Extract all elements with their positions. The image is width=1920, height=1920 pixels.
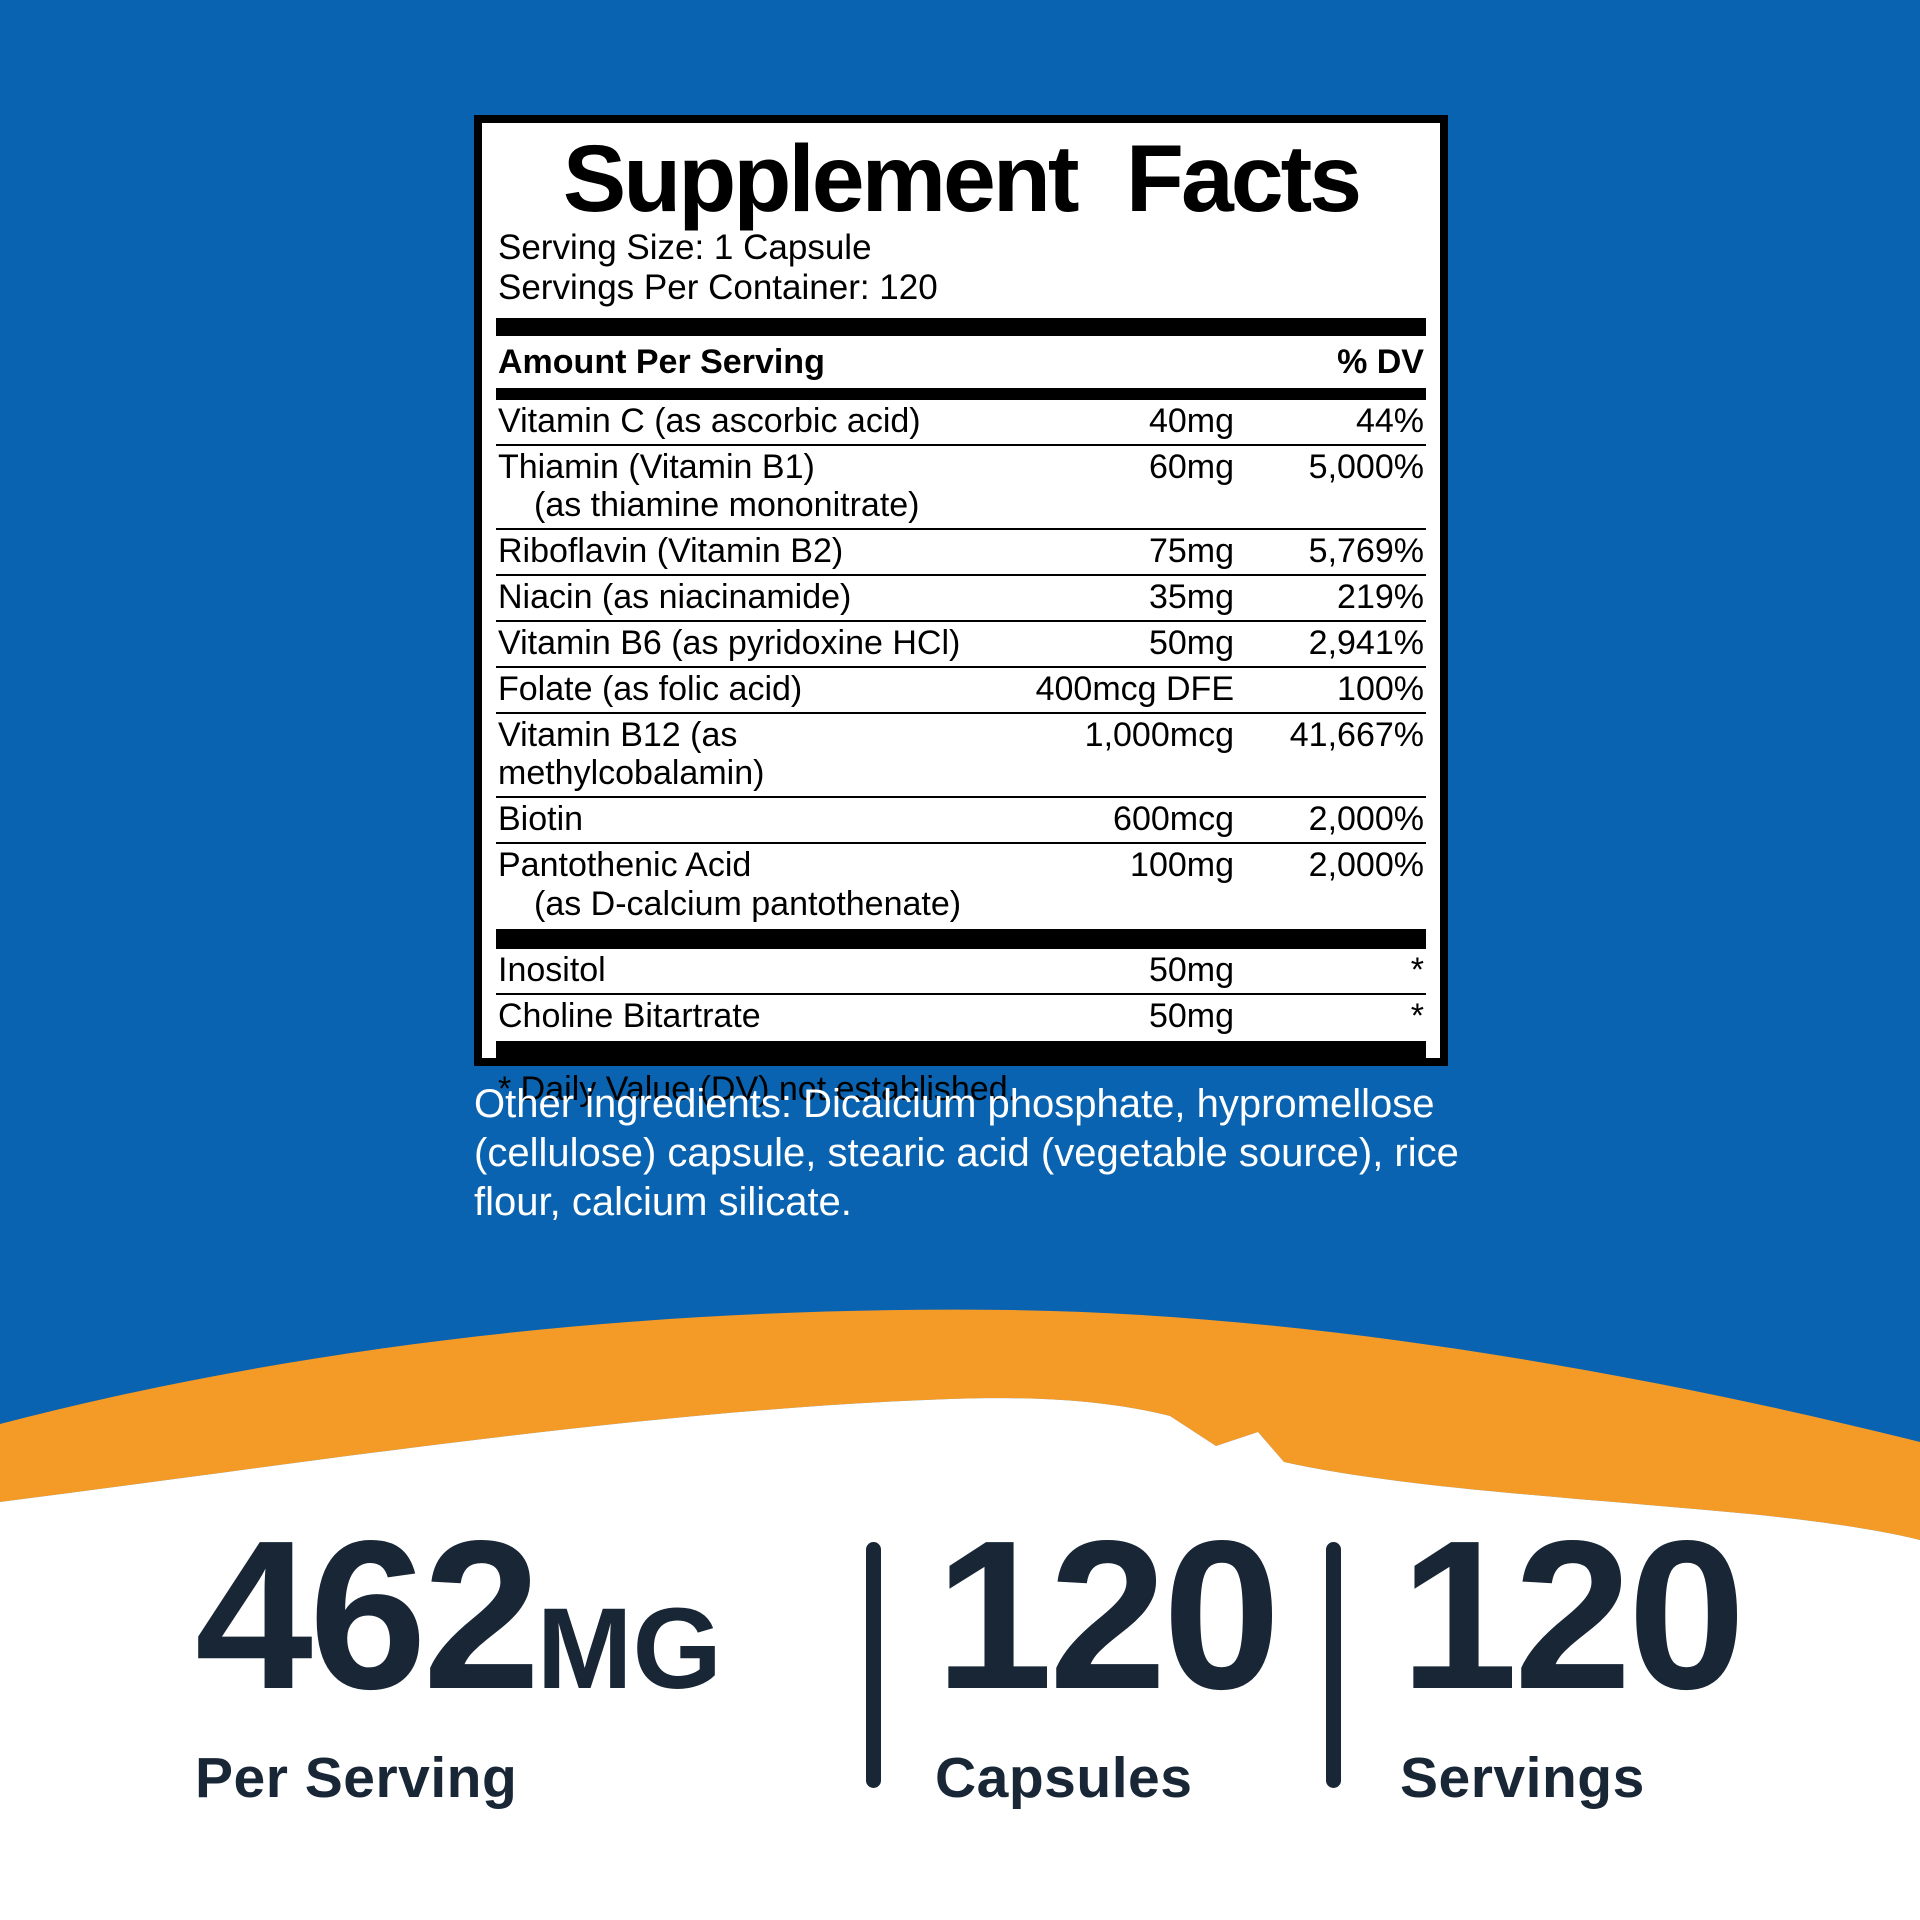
other-ingredients-line: flour, calcium silicate. [474, 1179, 852, 1224]
nutrient-dv: * [1410, 996, 1424, 1035]
nutrient-row: Inositol 50mg * [496, 949, 1426, 993]
nutrient-name: Vitamin B6 (as pyridoxine HCl) [498, 624, 961, 663]
white-footer-area [0, 1398, 1920, 1920]
nutrient-row: Biotin 600mcg 2,000% [496, 796, 1426, 842]
stat-capsules-value: 120 [935, 1509, 1281, 1721]
stat-value: 120 [935, 1496, 1281, 1733]
nutrient-name: Pantothenic Acid (as D-calcium pantothena… [498, 846, 979, 922]
nutrient-amount: 35mg [1148, 577, 1234, 616]
nutrient-amount: 50mg [1148, 996, 1234, 1035]
nutrient-name-sub: (as D-calcium pantothenate) [534, 884, 962, 923]
dv-footnote: * Daily Value (DV) not established. [498, 1069, 1018, 1108]
nutrient-name: Niacin (as niacinamide) [498, 577, 852, 616]
nutrient-dv: 2,000% [1308, 846, 1424, 885]
divider-bar-middle [496, 928, 1426, 949]
nutrient-amount: 50mg [1148, 950, 1234, 989]
stat-value: 120 [1400, 1496, 1746, 1733]
nutrient-dv: 44% [1355, 401, 1424, 440]
divider-bar-top [496, 317, 1426, 336]
nutrient-row: Riboflavin (Vitamin B2) 75mg 5,769% [496, 527, 1426, 574]
nutrient-row: Thiamin (Vitamin B1) (as thiamine mononit… [496, 443, 1426, 528]
nutrient-dv: * [1410, 950, 1424, 989]
amount-per-serving-header: Amount Per Serving [498, 342, 825, 381]
nutrient-dv: 41,667% [1289, 716, 1424, 755]
nutrient-row: Choline Bitartrate 50mg * [496, 992, 1426, 1039]
nutrient-row: Vitamin B6 (as pyridoxine HCl) 50mg 2,941% [496, 620, 1426, 666]
nutrient-amount: 40mg [1148, 401, 1234, 440]
nutrient-dv: 219% [1337, 577, 1424, 616]
other-ingredients-text: Other ingredients: Dicalcium phosphate, … [474, 1080, 1514, 1226]
nutrient-amount: 50mg [1148, 624, 1234, 663]
nutrient-name: Thiamin (Vitamin B1) (as thiamine mononit… [498, 448, 979, 524]
serving-size: Serving Size: 1 Capsule [498, 227, 872, 267]
stat-divider [1326, 1542, 1341, 1788]
nutrient-row: Vitamin B12 (as methylcobalamin) 1,000mcg… [496, 712, 1426, 796]
nutrient-amount: 600mcg [1113, 800, 1234, 839]
stat-capsules-label: Capsules [935, 1745, 1193, 1810]
nutrient-dv: 2,941% [1308, 624, 1424, 663]
stat-per-serving-value: 462MG [195, 1509, 722, 1721]
nutrient-name: Folate (as folic acid) [498, 670, 803, 709]
nutrient-dv: 2,000% [1308, 800, 1424, 839]
nutrient-amount: 60mg [1148, 447, 1234, 486]
nutrient-name: Choline Bitartrate [498, 996, 761, 1035]
stat-value: 462 [195, 1496, 541, 1733]
nutrient-row: Vitamin C (as ascorbic acid) 40mg 44% [496, 400, 1426, 444]
other-ingredients-line: (cellulose) capsule, stearic acid (veget… [474, 1130, 1459, 1175]
stat-per-serving: 462MG Per Serving [195, 1509, 722, 1811]
stat-servings-label: Servings [1400, 1745, 1645, 1810]
nutrient-row: Pantothenic Acid (as D-calcium pantothena… [496, 842, 1426, 926]
stat-divider [866, 1542, 881, 1788]
stat-unit: MG [536, 1585, 722, 1713]
orange-swoosh [0, 1309, 1920, 1540]
panel-title: Supplement Facts [562, 126, 1362, 232]
nutrient-row: Folate (as folic acid) 400mcg DFE 100% [496, 666, 1426, 712]
table-header-row: Amount Per Serving % DV [496, 336, 1426, 388]
stat-per-serving-label: Per Serving [195, 1745, 518, 1810]
nutrient-row: Niacin (as niacinamide) 35mg 219% [496, 573, 1426, 620]
stat-servings: 120 Servings [1400, 1509, 1746, 1811]
nutrient-name-sub: (as thiamine mononitrate) [534, 485, 920, 524]
stat-capsules: 120 Capsules [935, 1509, 1281, 1811]
nutrient-amount: 100mg [1130, 846, 1234, 885]
nutrient-rows: Vitamin C (as ascorbic acid) 40mg 44% Thiam… [496, 400, 1426, 927]
nutrient-dv: 5,769% [1308, 531, 1424, 570]
servings-per-container: Servings Per Container: 120 [498, 267, 938, 307]
nutrient-name: Biotin [498, 800, 584, 839]
dv-header: % DV [1337, 342, 1424, 381]
nutrient-amount: 75mg [1148, 531, 1234, 570]
nutrient-name: Vitamin B12 (as methylcobalamin) [498, 716, 765, 793]
nutrient-amount: 1,000mcg [1084, 716, 1234, 755]
nutrient-name: Inositol [498, 950, 606, 989]
divider-bar-bottom [496, 1040, 1426, 1061]
stat-servings-value: 120 [1400, 1509, 1746, 1721]
nutrient-dv: 5,000% [1308, 447, 1424, 486]
nutrient-name: Vitamin C (as ascorbic acid) [498, 401, 921, 440]
divider-bar-under-header [496, 387, 1426, 400]
nutrient-amount: 400mcg DFE [1035, 670, 1234, 709]
nutrient-dv: 100% [1337, 670, 1424, 709]
supplement-facts-panel: Supplement Facts Serving Size: 1 Capsule… [474, 115, 1448, 1108]
other-ingredients-line: Other ingredients: Dicalcium phosphate, … [474, 1082, 1435, 1126]
nutrient-name: Riboflavin (Vitamin B2) [498, 531, 844, 570]
other-nutrient-rows: Inositol 50mg * Choline Bitartrate 50mg * [496, 949, 1426, 1039]
